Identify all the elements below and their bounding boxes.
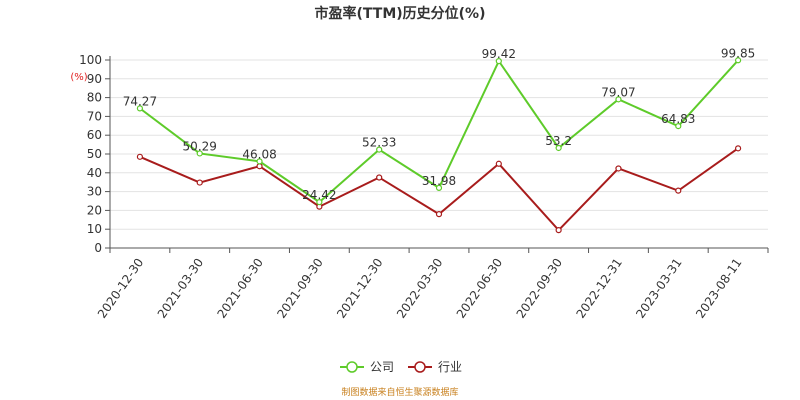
y-tick-label: 10	[87, 222, 102, 236]
data-point[interactable]	[734, 57, 742, 64]
x-tick-label: 2021-12-30	[334, 256, 385, 321]
data-label: 46.08	[242, 147, 276, 161]
y-tick-label: 50	[87, 147, 102, 161]
data-label: 53.2	[545, 134, 572, 148]
data-point[interactable]	[555, 227, 562, 234]
data-point[interactable]	[136, 153, 144, 160]
x-tick-label: 2021-06-30	[215, 256, 266, 321]
data-point[interactable]	[435, 184, 443, 191]
y-tick-label: 100	[79, 53, 102, 67]
data-label: 64.83	[661, 112, 695, 126]
y-tick-label: 80	[87, 91, 102, 105]
y-tick-label: 30	[87, 185, 102, 199]
data-label: 99.85	[721, 46, 755, 60]
chart-title: 市盈率(TTM)历史分位(%)	[315, 5, 486, 22]
data-point[interactable]	[675, 187, 682, 194]
y-tick-label: 40	[87, 166, 102, 180]
x-tick-label: 2022-06-30	[454, 256, 505, 321]
series-group: 74.27 50.29 46.08 24.42 52.33 31.98 99.42 53.2 7…	[123, 46, 755, 234]
grid-lines	[110, 59, 768, 230]
x-tick-label: 2020-12-30	[95, 256, 146, 321]
data-point[interactable]	[555, 144, 562, 152]
data-point[interactable]	[495, 57, 502, 65]
data-point[interactable]	[615, 96, 622, 103]
data-label: 99.42	[482, 47, 516, 61]
data-point[interactable]	[316, 198, 323, 206]
series-1	[136, 145, 742, 234]
x-tick-label: 2022-09-30	[514, 256, 565, 321]
data-point[interactable]	[615, 165, 622, 172]
x-tick-label: 2023-03-31	[633, 256, 684, 321]
y-tick-label: 70	[87, 109, 102, 123]
legend-marker	[346, 361, 358, 373]
data-point[interactable]	[495, 160, 502, 167]
data-label: 50.29	[183, 139, 217, 153]
data-point[interactable]	[376, 174, 383, 181]
data-point[interactable]	[675, 123, 682, 130]
data-label: 79.07	[601, 85, 635, 99]
y-tick-label: 20	[87, 203, 102, 217]
y-axis-ticks: 0 10 20 30 40 50 60 70 80 90 100	[79, 53, 111, 255]
x-axis: 2020-12-30 2021-03-30 2021-06-30 2021-09-30…	[95, 247, 769, 321]
data-point[interactable]	[136, 105, 144, 112]
data-point[interactable]	[256, 158, 263, 165]
data-source-note: 制图数据来自恒生聚源数据库	[341, 386, 458, 398]
data-label: 52.33	[362, 136, 396, 150]
x-tick-label: 2021-09-30	[274, 256, 325, 321]
x-tick-label: 2021-03-30	[155, 256, 206, 321]
data-point[interactable]	[256, 163, 263, 170]
data-label: 74.27	[123, 94, 157, 108]
legend-marker	[414, 361, 426, 373]
data-point[interactable]	[376, 146, 383, 153]
data-point[interactable]	[435, 211, 443, 218]
data-point[interactable]	[734, 145, 742, 152]
x-tick-label: 2022-03-30	[394, 256, 445, 321]
y-tick-label: 0	[94, 241, 102, 255]
data-point[interactable]	[196, 179, 203, 186]
legend-item-0[interactable]: 公司	[340, 360, 394, 374]
legend-label: 公司	[370, 360, 394, 374]
legend-item-1[interactable]: 行业	[408, 360, 462, 374]
series-0: 74.27 50.29 46.08 24.42 52.33 31.98 99.42 53.2 7…	[123, 46, 755, 206]
legend-label: 行业	[438, 360, 462, 374]
y-axis-unit: (%)	[70, 72, 87, 83]
y-tick-label: 90	[87, 72, 102, 86]
x-tick-label: 2023-08-11	[693, 256, 744, 321]
y-tick-label: 60	[87, 128, 102, 142]
data-label: 31.98	[422, 174, 456, 188]
x-tick-label: 2022-12-31	[573, 256, 624, 321]
data-point[interactable]	[196, 150, 203, 157]
legend[interactable]: 公司 行业	[340, 360, 462, 374]
data-label: 24.42	[302, 188, 336, 202]
